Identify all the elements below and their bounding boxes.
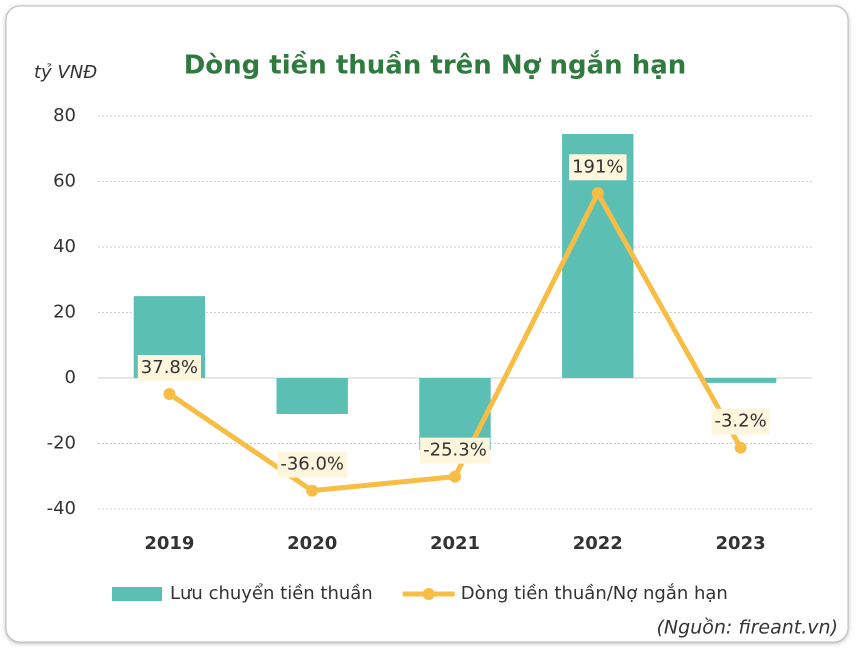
y-tick-label: 20 xyxy=(53,302,76,323)
data-label-group: 37.8% xyxy=(137,354,201,381)
x-tick-label: 2019 xyxy=(144,533,194,554)
y-tick-label: -40 xyxy=(47,498,76,519)
data-label-bg xyxy=(569,154,627,181)
point xyxy=(591,187,604,200)
data-label-bg xyxy=(277,451,348,478)
point xyxy=(163,387,176,400)
data-label-bg xyxy=(137,354,201,381)
y-tick-label: 60 xyxy=(53,171,76,192)
data-label-bg xyxy=(711,408,770,435)
legend-label: Lưu chuyển tiền thuần xyxy=(170,583,373,604)
x-tick-label: 2020 xyxy=(287,533,337,554)
y-tick-label: 0 xyxy=(65,367,76,388)
legend-swatch xyxy=(422,588,435,600)
bar xyxy=(704,378,777,383)
data-label-group: -36.0% xyxy=(277,451,348,478)
legend-label: Dòng tiền thuần/Nợ ngắn hạn xyxy=(461,583,728,604)
data-label: -25.3% xyxy=(423,440,487,461)
y-tick-label: 80 xyxy=(53,105,76,126)
y-tick-label: 40 xyxy=(53,236,76,257)
data-label: -3.2% xyxy=(714,411,766,432)
y-axis-label: tỷ VNĐ xyxy=(34,62,97,83)
point xyxy=(449,470,461,483)
data-label-bg xyxy=(420,437,490,464)
data-label-group: -3.2% xyxy=(711,408,770,435)
point xyxy=(734,441,747,454)
data-label: 37.8% xyxy=(141,357,198,378)
data-label: 191% xyxy=(572,156,623,177)
card xyxy=(5,5,849,643)
x-tick-label: 2021 xyxy=(430,533,480,554)
data-label: -36.0% xyxy=(280,454,344,475)
source: (Nguồn: fireant.vn) xyxy=(657,617,838,639)
x-tick-label: 2023 xyxy=(716,533,766,554)
bar xyxy=(276,378,348,415)
chart-title: Dòng tiền thuần trên Nợ ngắn hạn xyxy=(184,50,687,81)
legend-swatch xyxy=(112,587,162,601)
point xyxy=(306,484,319,497)
y-tick-label: -20 xyxy=(47,433,76,454)
data-label-group: -25.3% xyxy=(420,437,490,464)
data-label-group: 191% xyxy=(569,154,627,181)
x-tick-label: 2022 xyxy=(573,533,623,554)
